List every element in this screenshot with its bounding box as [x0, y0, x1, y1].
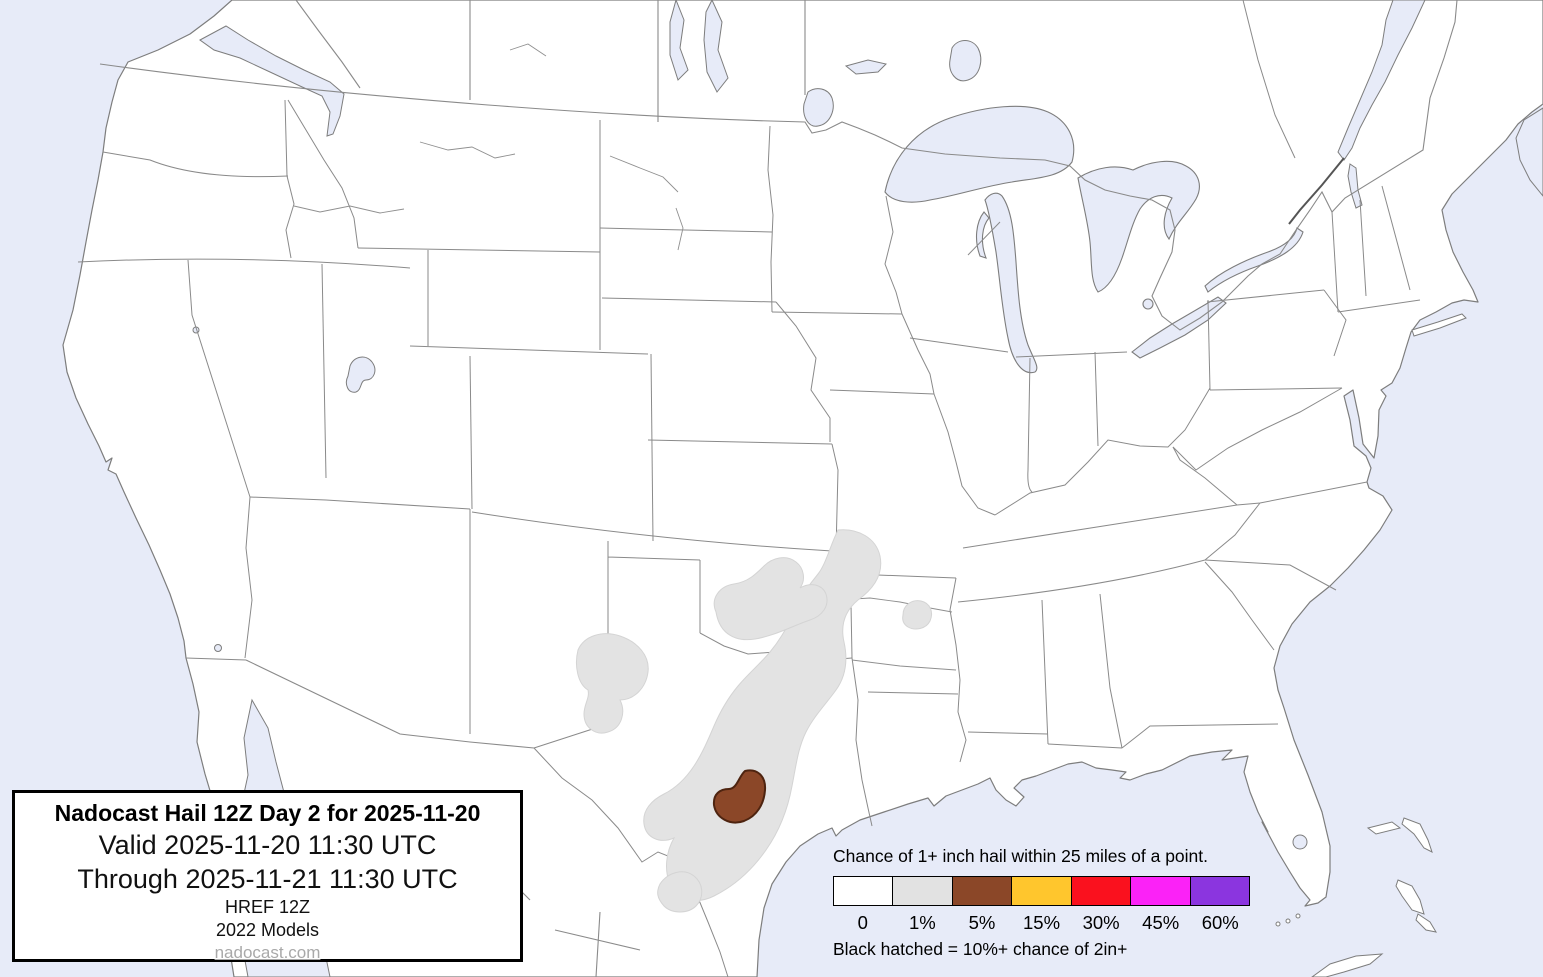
islands [1275, 313, 1467, 977]
forecast-title: Nadocast Hail 12Z Day 2 for 2025-11-20 [54, 800, 481, 826]
florida-keys [1295, 913, 1301, 919]
nadocast-website-link[interactable]: nadocast.com [214, 943, 321, 962]
abaco-island [1401, 817, 1433, 853]
st-lawrence-estuary-water [1337, 0, 1426, 161]
legend-label-1pct: 1% [908, 912, 936, 933]
long-island [1411, 313, 1467, 337]
state-borders [77, 99, 1421, 977]
canada-province-borders [295, 0, 806, 122]
lake-ontario [1204, 227, 1304, 293]
ottawa-river [1242, 0, 1296, 159]
forecast-valid-line: Valid 2025-11-20 11:30 UTC [98, 830, 437, 860]
hail-1pct-area-west-texas [575, 633, 649, 734]
legend-swatch-15pct [1011, 877, 1071, 905]
florida-keys [1275, 921, 1281, 927]
legend-label-0pct: 0 [857, 912, 868, 933]
legend-labels-row: 0 1% 5% 15% 30% 45% 60% [833, 913, 1250, 933]
lake-erie [1131, 296, 1227, 359]
forecast-model-name: HREF 12Z [224, 897, 311, 917]
legend-swatch-60pct [1189, 877, 1249, 905]
hail-1pct-area-main [643, 529, 882, 901]
legend-swatch-0pct [834, 877, 893, 905]
great-salt-lake [345, 356, 376, 393]
us-mexico-border [185, 657, 535, 749]
st-lawrence-river [1288, 157, 1345, 225]
legend-label-5pct: 5% [968, 912, 996, 933]
lake-michigan [984, 192, 1038, 374]
great-lakes [884, 105, 1304, 374]
snake-river [293, 205, 405, 214]
grand-bahama-island [1366, 821, 1402, 835]
international-borders [99, 0, 1458, 977]
us-lakes [192, 326, 1308, 850]
missouri-river [419, 141, 684, 251]
green-bay [975, 211, 990, 259]
legend-swatch-30pct [1070, 877, 1131, 905]
legend-swatch-45pct [1130, 877, 1190, 905]
eleuthera-island [1415, 913, 1438, 933]
legend-color-scale [833, 876, 1250, 906]
legend-label-60pct: 60% [1201, 912, 1239, 933]
us-canada-border [99, 0, 1458, 331]
cuba-coast [1311, 953, 1384, 977]
hail-probability-contours [575, 529, 933, 913]
hail-1pct-area-south-texas [657, 871, 703, 913]
legend-label-45pct: 45% [1142, 912, 1180, 933]
lake-manitoba [669, 0, 689, 81]
puget-sound-water [199, 25, 345, 137]
forecast-model-year: 2022 Models [215, 920, 320, 940]
forecast-through-line: Through 2025-11-21 11:30 UTC [77, 864, 458, 894]
lake-of-the-woods [803, 88, 834, 127]
florida-keys [1285, 918, 1291, 924]
legend-swatch-5pct [951, 877, 1012, 905]
lake-huron [1077, 160, 1200, 293]
hail-5pct-area-central-texas [712, 769, 767, 824]
lake-st-clair [1142, 298, 1154, 310]
legend-label-15pct: 15% [1023, 912, 1061, 933]
legend-swatch-1pct [892, 877, 952, 905]
legend-label-30pct: 30% [1082, 912, 1120, 933]
andros-island [1395, 879, 1425, 915]
legend-hatched-note: Black hatched = 10%+ chance of 2in+ [833, 939, 1128, 959]
salton-sea [214, 644, 222, 652]
hail-1pct-area-arkansas-spot [902, 600, 933, 630]
red-river [851, 659, 957, 671]
forecast-title-box: Nadocast Hail 12Z Day 2 for 2025-11-20 V… [12, 790, 523, 962]
milk-river [509, 43, 547, 57]
lake-nipigon [949, 40, 982, 82]
lake-okeechobee [1292, 834, 1308, 850]
hail-probability-legend: Chance of 1+ inch hail within 25 miles o… [833, 846, 1253, 959]
lake-winnipeg [703, 0, 729, 93]
canadian-lakes [669, 0, 1363, 209]
lake-champlain [1347, 163, 1363, 209]
legend-title: Chance of 1+ inch hail within 25 miles o… [833, 846, 1209, 866]
rainy-lake [844, 59, 887, 75]
lake-superior [884, 105, 1075, 203]
bay-of-fundy-water [1515, 107, 1543, 197]
hail-1pct-area-oklahoma [713, 557, 828, 641]
